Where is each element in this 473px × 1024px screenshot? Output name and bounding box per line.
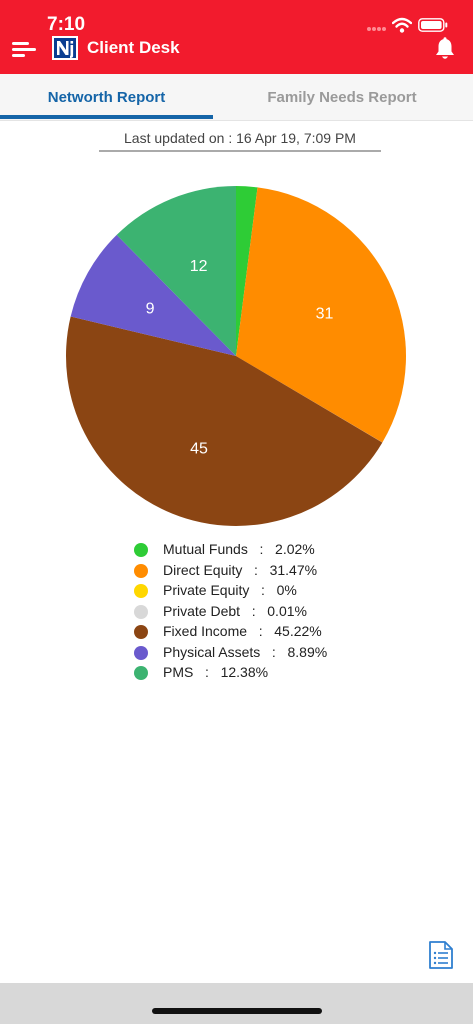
legend-label: Physical Assets : 8.89%	[163, 643, 328, 660]
legend-label: Fixed Income : 45.22%	[163, 623, 322, 639]
signal-icon	[367, 27, 386, 31]
legend-label: Private Debt : 0.01%	[163, 602, 307, 619]
app-header: 7:10 Client De	[0, 0, 473, 74]
app-title: Client Desk	[87, 38, 180, 57]
bottom-bar	[0, 983, 473, 1024]
legend-label: PMS : 12.38%	[163, 664, 269, 680]
legend-color-dot	[134, 625, 148, 639]
pie-label-physical-assets: 9	[146, 301, 155, 318]
status-time: 7:10	[47, 14, 86, 35]
pie-label-pms: 12	[190, 258, 208, 275]
active-tab-indicator	[0, 115, 213, 119]
legend-color-dot	[134, 563, 148, 578]
last-updated-text: Last updated on : 16 Apr 19, 7:09 PM	[99, 130, 381, 152]
legend-color-dot	[134, 584, 148, 598]
pie-slice-mutual-funds	[236, 186, 258, 356]
report-tabs: Networth Report Family Needs Report	[0, 74, 473, 121]
battery-icon	[418, 18, 448, 32]
pie-label-direct-equity: 31	[316, 306, 334, 323]
pie-slice-direct-equity	[236, 187, 407, 443]
legend-color-dot	[134, 604, 148, 619]
legend-color-dot	[134, 645, 148, 660]
pie-slice-pms	[116, 186, 236, 356]
report-icon[interactable]	[428, 940, 454, 970]
legend-label: Mutual Funds : 2.02%	[163, 541, 315, 557]
legend-color-dot	[134, 666, 148, 680]
pie-label-fixed-income: 45	[190, 440, 208, 457]
home-indicator[interactable]	[152, 1008, 322, 1014]
pie-slice-fixed-income	[66, 316, 383, 526]
wifi-icon	[392, 17, 412, 33]
networth-pie-chart: 31 45 9 12	[66, 186, 407, 526]
bell-icon[interactable]	[434, 37, 456, 61]
pie-slice-physical-assets	[70, 234, 237, 356]
tab-networth-report[interactable]: Networth Report	[47, 88, 166, 106]
legend-color-dot	[134, 543, 148, 557]
menu-icon[interactable]	[12, 40, 36, 58]
logo-icon	[52, 36, 78, 60]
tab-family-needs-report[interactable]: Family Needs Report	[267, 88, 417, 106]
pie-slice-private-debt	[236, 356, 383, 443]
legend-label: Private Equity : 0%	[163, 582, 297, 598]
legend-label: Direct Equity : 31.47%	[163, 561, 318, 578]
